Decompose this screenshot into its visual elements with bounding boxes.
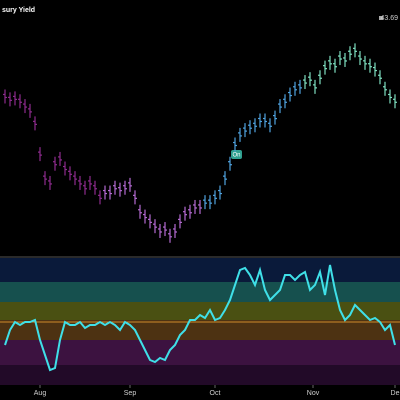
price-bar	[23, 99, 27, 114]
price-bar	[193, 199, 197, 214]
price-bar	[38, 147, 42, 162]
price-bar	[143, 209, 147, 224]
price-bar	[353, 43, 357, 58]
x-tick-label: Sep	[124, 390, 137, 397]
price-bar	[268, 118, 272, 133]
signal-label: On	[232, 153, 240, 159]
price-bar	[238, 127, 242, 142]
price-bar	[318, 70, 322, 85]
price-bar	[168, 228, 172, 243]
price-bar	[253, 118, 257, 133]
x-tick-label: De	[391, 390, 400, 397]
zone	[0, 302, 400, 320]
price-bar	[368, 58, 372, 73]
price-bar	[393, 94, 397, 109]
price-bar	[113, 180, 117, 195]
price-bar	[123, 180, 127, 195]
price-bar	[348, 46, 352, 61]
zone	[0, 365, 400, 385]
price-bar	[58, 151, 62, 166]
price-bar	[73, 171, 77, 186]
price-bar	[298, 79, 302, 94]
price-bar	[128, 177, 132, 192]
price-bar	[208, 195, 212, 210]
price-bar	[363, 55, 367, 70]
price-bar	[183, 206, 187, 221]
price-bar	[133, 190, 137, 205]
price-bar	[108, 185, 112, 200]
price-bar	[103, 185, 107, 200]
price-bar	[263, 113, 267, 128]
price-bar	[158, 223, 162, 238]
price-bar	[83, 180, 87, 195]
price-bar	[198, 199, 202, 214]
price-bar	[248, 120, 252, 135]
price-bar	[33, 116, 37, 131]
price-bar	[213, 190, 217, 205]
price-bar	[378, 70, 382, 85]
signal-badge	[231, 150, 242, 159]
price-bar	[138, 204, 142, 219]
price-bar	[18, 94, 22, 109]
price-bar	[68, 166, 72, 181]
oscillator-line	[4, 264, 396, 372]
price-bar	[383, 81, 387, 96]
price-bar	[173, 223, 177, 238]
price-bar	[243, 123, 247, 138]
price-bar	[333, 58, 337, 73]
price-bar	[43, 171, 47, 186]
price-bar	[258, 113, 262, 128]
price-bar	[278, 99, 282, 114]
price-bar	[223, 171, 227, 186]
icon	[379, 16, 383, 20]
price-bar	[358, 51, 362, 66]
price-bar	[53, 156, 57, 171]
chart-title: sury Yield	[2, 7, 35, 14]
price-bar	[343, 52, 347, 67]
price-bar	[63, 161, 67, 176]
price-bar	[228, 156, 232, 171]
price-bar	[323, 60, 327, 75]
price-bar	[8, 92, 12, 107]
price-bar	[48, 175, 52, 190]
price-bar	[328, 55, 332, 70]
zone	[0, 282, 400, 302]
price-bar	[3, 89, 7, 104]
price-bar	[338, 51, 342, 66]
price-bar	[78, 175, 82, 190]
price-bar	[203, 195, 207, 210]
price-bar	[163, 222, 167, 237]
price-bar	[293, 81, 297, 96]
x-tick-label: Aug	[34, 390, 47, 397]
price-bar	[188, 204, 192, 219]
price-bar	[178, 214, 182, 229]
price-bar	[153, 219, 157, 234]
x-tick-label: Oct	[210, 390, 221, 397]
price-bar	[313, 79, 317, 94]
price-bar	[283, 94, 287, 109]
price-bar	[288, 87, 292, 102]
x-tick-label: Nov	[307, 390, 320, 397]
price-bar	[88, 175, 92, 190]
zone	[0, 340, 400, 365]
price-bar	[148, 214, 152, 229]
price-bar	[388, 89, 392, 104]
price-bar	[303, 75, 307, 90]
price-bar	[118, 182, 122, 197]
zone	[0, 320, 400, 340]
price-bar	[233, 137, 237, 152]
price-bar	[373, 62, 377, 77]
last-value: 43.69	[380, 15, 398, 22]
price-bar	[98, 190, 102, 205]
price-bar	[93, 180, 97, 195]
oscillator-zones	[0, 258, 400, 385]
price-bar	[28, 103, 32, 118]
price-bar	[13, 91, 17, 106]
zone	[0, 258, 400, 282]
price-bar	[218, 185, 222, 200]
price-bar	[273, 110, 277, 125]
price-bar	[308, 72, 312, 87]
